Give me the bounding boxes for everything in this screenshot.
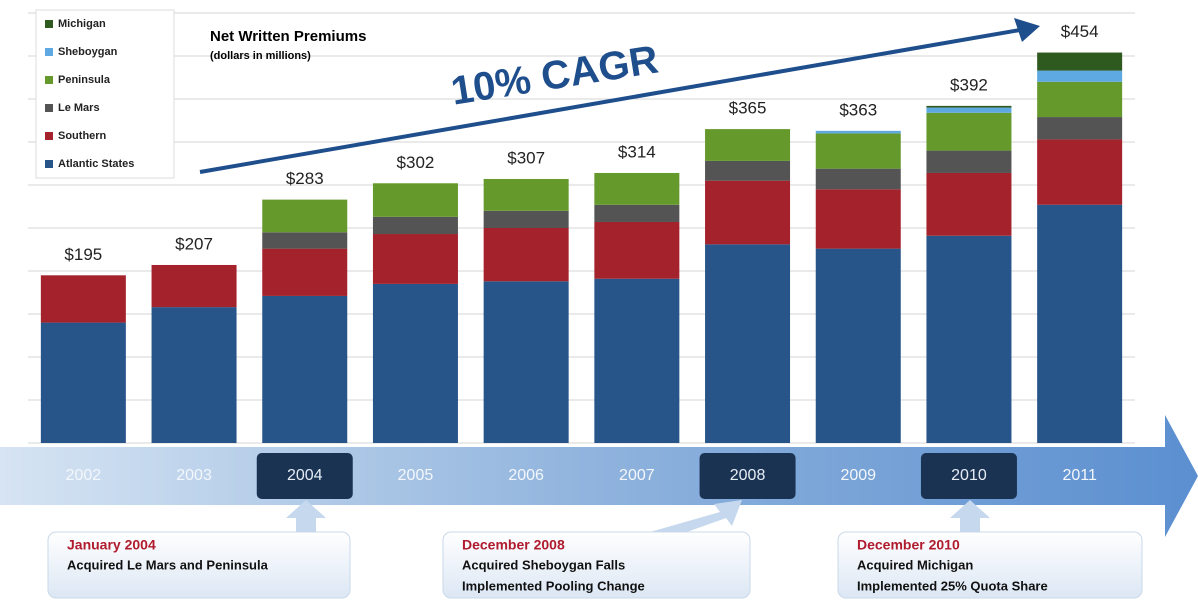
total-label: $195	[64, 245, 102, 264]
total-label: $454	[1061, 22, 1099, 41]
callout-title: January 2004	[67, 537, 156, 553]
total-label: $314	[618, 142, 656, 161]
callout-line: Acquired Sheboygan Falls	[462, 557, 625, 572]
bar-segment	[594, 172, 680, 205]
x-tick-label: 2010	[951, 467, 987, 484]
bar-segment	[705, 180, 791, 245]
legend-label: Peninsula	[58, 74, 111, 86]
legend-swatch	[45, 20, 53, 28]
total-label: $207	[175, 234, 213, 253]
year-highlight	[920, 453, 1017, 499]
legend	[35, 9, 175, 179]
bar-segment	[1037, 139, 1123, 205]
bar-segment	[926, 172, 1012, 236]
callout-arrow	[950, 500, 990, 532]
x-tick-label: 2004	[287, 467, 323, 484]
bar-segment	[40, 275, 126, 323]
bar-segment	[594, 278, 680, 443]
legend-swatch	[45, 48, 53, 56]
total-label: $283	[286, 169, 324, 188]
bar-segment	[1037, 81, 1123, 118]
bar-segment	[372, 216, 458, 235]
year-highlight	[256, 453, 353, 499]
x-tick-label: 2009	[840, 467, 876, 484]
bar-segment	[483, 178, 569, 211]
cagr-arrow	[199, 28, 1021, 174]
total-label: $365	[729, 99, 767, 118]
bar-segment	[1037, 204, 1123, 443]
total-label: $302	[397, 153, 435, 172]
bar-segment	[483, 210, 569, 228]
callout-line: Acquired Michigan	[857, 557, 973, 572]
callout-box	[837, 531, 1143, 599]
bar-segment	[926, 105, 1012, 108]
bar-segment	[483, 281, 569, 443]
bar-segment	[594, 204, 680, 222]
legend-label: Michigan	[58, 18, 106, 30]
x-tick-label: 2002	[66, 467, 102, 484]
bar-segment	[151, 264, 237, 308]
callout-box	[442, 531, 751, 599]
bar-segment	[815, 248, 901, 443]
chart-subtitle: (dollars in millions)	[210, 50, 311, 62]
bar-segment	[815, 168, 901, 190]
callout-line: Acquired Le Mars and Peninsula	[67, 557, 269, 572]
bar-segment	[372, 183, 458, 217]
total-label: $392	[950, 75, 988, 94]
bar-segment	[151, 307, 237, 443]
callout-title: December 2008	[462, 537, 565, 553]
bar-segment	[926, 235, 1012, 443]
callout-title: December 2010	[857, 537, 960, 553]
legend-label: Le Mars	[58, 102, 100, 114]
legend-swatch	[45, 132, 53, 140]
x-tick-label: 2007	[619, 467, 655, 484]
bar-segment	[815, 189, 901, 249]
legend-label: Atlantic States	[58, 158, 134, 170]
legend-swatch	[45, 104, 53, 112]
x-tick-label: 2011	[1062, 467, 1097, 484]
legend-label: Sheboygan	[58, 46, 118, 58]
legend-swatch	[45, 76, 53, 84]
bar-segment	[372, 283, 458, 443]
callout-line: Implemented 25% Quota Share	[857, 578, 1048, 593]
x-tick-label: 2006	[508, 467, 544, 484]
cagr-arrowhead	[1014, 18, 1040, 42]
year-highlight	[699, 453, 796, 499]
total-label: $363	[839, 100, 877, 119]
bar-segment	[815, 133, 901, 169]
x-tick-label: 2008	[730, 467, 766, 484]
callout-arrow	[286, 500, 326, 532]
bar-segment	[926, 107, 1012, 113]
bar-segment	[926, 112, 1012, 151]
bar-segment	[1037, 52, 1123, 71]
bar-segment	[705, 160, 791, 181]
x-tick-label: 2003	[176, 467, 212, 484]
bar-segment	[262, 232, 348, 249]
legend-label: Southern	[58, 130, 107, 142]
bar-segment	[483, 228, 569, 282]
legend-swatch	[45, 160, 53, 168]
total-label: $307	[507, 148, 545, 167]
bar-segment	[262, 248, 348, 296]
bar-segment	[1037, 70, 1123, 82]
bar-segment	[262, 199, 348, 233]
bar-segment	[1037, 117, 1123, 140]
x-tick-label: 2005	[398, 467, 434, 484]
bar-segment	[815, 130, 901, 134]
bar-segment	[705, 129, 791, 161]
cagr-annotation: 10% CAGR	[448, 38, 661, 114]
bar-segment	[594, 221, 680, 279]
bar-segment	[705, 244, 791, 443]
bar-segment	[926, 150, 1012, 173]
chart-title: Net Written Premiums	[210, 28, 366, 45]
callout-arrow	[650, 500, 742, 538]
bar-segment	[262, 295, 348, 443]
timeline-band	[0, 415, 1198, 537]
bar-segment	[372, 234, 458, 284]
callout-box	[47, 531, 351, 599]
callout-line: Implemented Pooling Change	[462, 578, 645, 593]
bar-segment	[40, 322, 126, 443]
